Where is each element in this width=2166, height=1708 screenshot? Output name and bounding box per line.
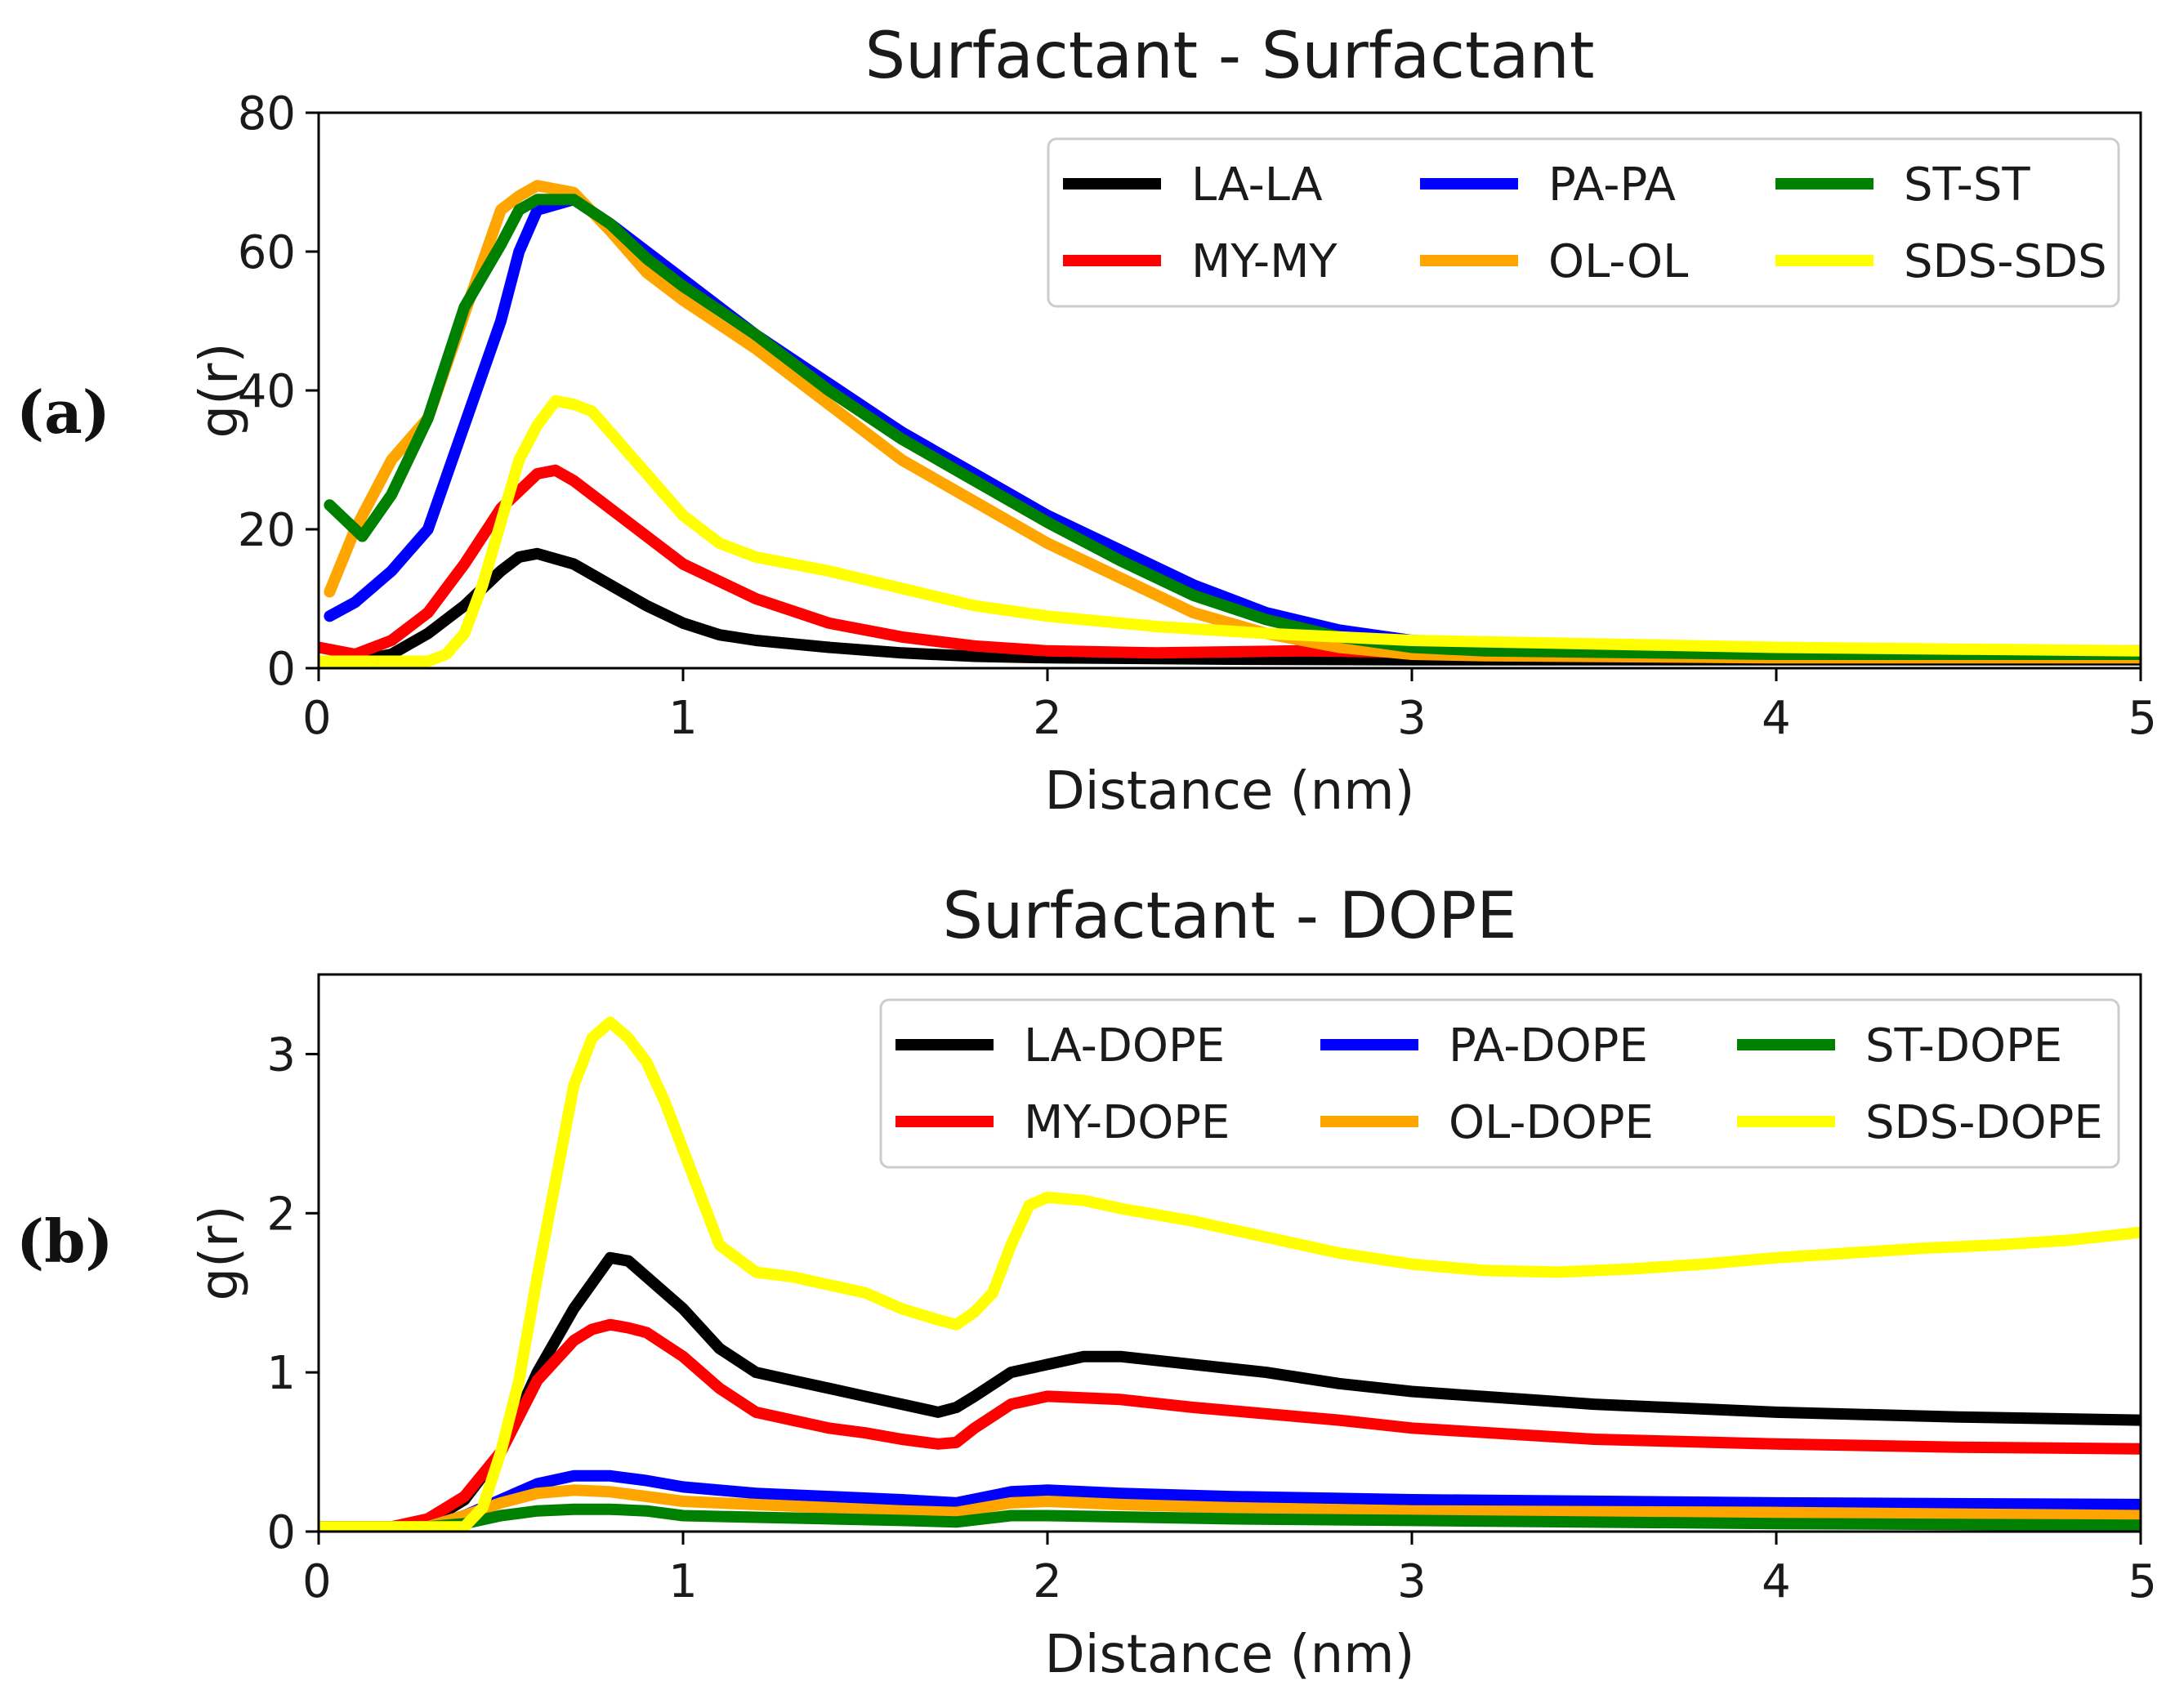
series-line-la-dope	[319, 1251, 2141, 1532]
chart-title: Surfactant - DOPE	[942, 880, 1516, 953]
panel-a: Surfactant - Surfactant (a) 0 1 2 3 4 5 0 20 40 60 8…	[16, 20, 2157, 822]
chart-title: Surfactant - Surfactant	[865, 20, 1595, 93]
y-axis-label: g(r)	[190, 343, 250, 439]
legend-label: LA-DOPE	[1024, 1019, 1225, 1073]
y-tick-label: 80	[238, 87, 296, 140]
legend: LA-DOPE MY-DOPE PA-DOPE OL-DOPE ST-DOPE SDS-D…	[879, 998, 2120, 1169]
x-tick-label: 4	[1762, 1555, 1791, 1608]
axes-frame	[317, 973, 2142, 1533]
legend-label: LA-LA	[1191, 158, 1323, 212]
x-axis-label: Distance (nm)	[1044, 761, 1414, 822]
series-line-my-my	[319, 464, 2141, 660]
legend-label: ST-DOPE	[1865, 1019, 2062, 1073]
y-axis-label: g(r)	[190, 1206, 250, 1301]
x-tick-label: 1	[668, 692, 698, 745]
x-tick-label: 2	[1033, 1555, 1062, 1608]
y-tick-label: 40	[238, 365, 296, 418]
series-line-sds-sds	[319, 395, 2141, 667]
x-tick-label: 0	[302, 692, 332, 745]
x-tick-label: 5	[2128, 1555, 2157, 1608]
legend-label: MY-MY	[1191, 235, 1338, 288]
legend-label: PA-DOPE	[1449, 1019, 1648, 1073]
x-tick-label: 1	[668, 1555, 698, 1608]
legend-label: SDS-SDS	[1904, 235, 2107, 288]
series-line-sds-dope	[319, 1016, 2141, 1532]
y-tick-label: 2	[266, 1188, 296, 1241]
legend-label: OL-OL	[1548, 235, 1688, 288]
y-tick-label: 0	[266, 1506, 296, 1559]
x-tick-label: 2	[1033, 692, 1062, 745]
legend-label: MY-DOPE	[1024, 1096, 1230, 1149]
series-lines	[319, 1016, 2141, 1532]
legend-label: SDS-DOPE	[1865, 1096, 2103, 1149]
series-line-st-dope	[319, 1503, 2141, 1532]
y-tick-label: 60	[238, 226, 296, 279]
panel-label: (b)	[16, 1206, 113, 1276]
series-line-la-la	[319, 547, 2141, 667]
x-tick-label: 3	[1397, 692, 1427, 745]
y-tick-label: 20	[238, 504, 296, 557]
legend-label: PA-PA	[1548, 158, 1676, 212]
x-tick-label: 5	[2128, 692, 2157, 745]
panel-label: (a)	[16, 377, 110, 447]
x-tick-label: 4	[1762, 692, 1791, 745]
x-tick-label: 0	[302, 1555, 332, 1608]
series-line-ol-dope	[319, 1484, 2141, 1532]
legend-label: OL-DOPE	[1449, 1096, 1654, 1149]
x-tick-label: 3	[1397, 1555, 1427, 1608]
legend-label: ST-ST	[1904, 158, 2030, 212]
legend: LA-LA MY-MY PA-PA OL-OL ST-ST SDS-SDS	[1047, 137, 2120, 308]
series-lines	[319, 180, 2141, 667]
x-axis-label: Distance (nm)	[1044, 1625, 1414, 1685]
y-tick-label: 3	[266, 1028, 296, 1081]
y-tick-label: 0	[266, 643, 296, 696]
y-tick-label: 1	[266, 1347, 296, 1400]
series-line-my-dope	[319, 1318, 2141, 1532]
panel-b: Surfactant - DOPE (b) 0 1 2 3 4 5 0 1 2 3 Distance (…	[16, 880, 2157, 1685]
